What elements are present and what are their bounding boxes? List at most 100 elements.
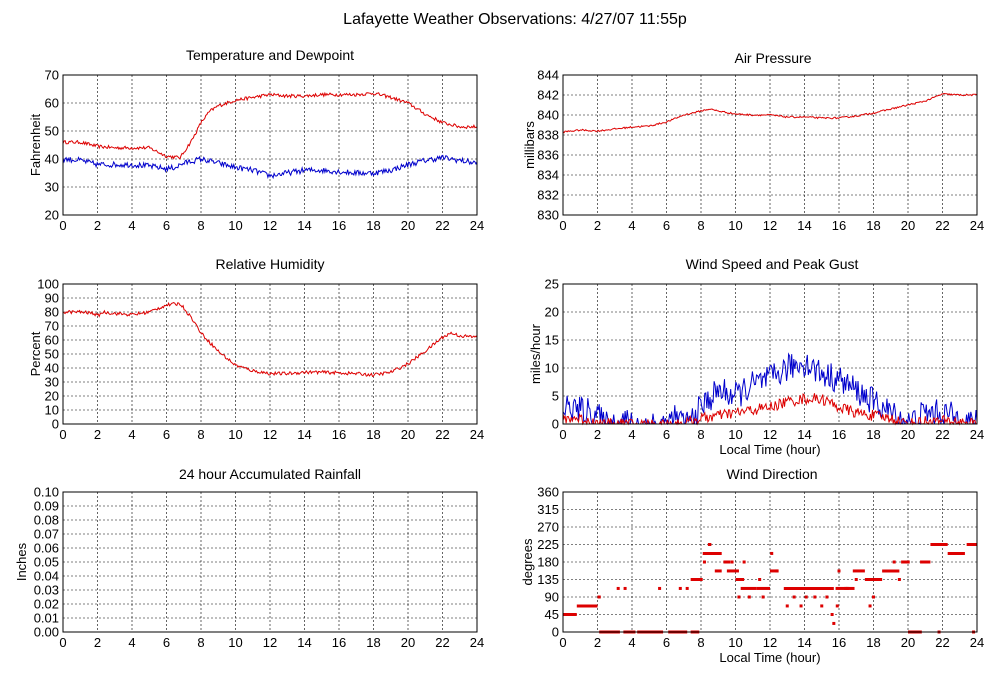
x-tick-label: 6 [163,218,170,233]
x-tick-label: 0 [559,427,566,442]
y-tick-label: 315 [537,502,559,517]
x-tick-label: 6 [663,427,670,442]
y-tick-label: 0.08 [34,513,59,528]
y-tick-label: 840 [537,108,559,123]
direction-point [775,569,779,573]
x-tick-label: 8 [197,218,204,233]
direction-point [846,586,850,590]
x-tick-label: 4 [628,218,635,233]
y-tick-label: 0.06 [34,541,59,556]
x-tick-label: 20 [401,427,415,442]
x-tick-label: 16 [332,427,346,442]
x-tick-label: 8 [697,635,704,650]
x-tick-label: 2 [594,427,601,442]
y-tick-label: 834 [537,168,559,183]
y-tick-label: 0.07 [34,527,59,542]
y-tick-label: 0.01 [34,611,59,626]
x-tick-label: 20 [401,218,415,233]
y-tick-label: 90 [45,291,59,306]
x-tick-label: 14 [797,218,811,233]
y-tick-label: 70 [45,319,59,334]
x-tick-label: 24 [970,427,984,442]
direction-point [730,560,734,564]
direction-point [616,586,620,590]
x-tick-label: 18 [866,635,880,650]
y-tick-label: 20 [545,305,559,320]
x-tick-label: 2 [594,635,601,650]
direction-point [837,569,841,573]
y-tick-label: 832 [537,188,559,203]
x-tick-label: 22 [435,635,449,650]
x-tick-label: 10 [228,635,242,650]
y-tick-label: 45 [545,607,559,622]
x-tick-label: 10 [728,635,742,650]
x-tick-label: 16 [332,218,346,233]
direction-point [702,560,706,564]
y-tick-label: 40 [45,361,59,376]
x-tick-label: 18 [866,427,880,442]
x-tick-label: 14 [297,427,311,442]
direction-point [877,578,881,581]
chart-title: Air Pressure [734,50,811,66]
x-tick-label: 16 [832,427,846,442]
x-tick-label: 4 [128,427,135,442]
y-tick-label: 836 [537,148,559,163]
y-tick-label: 0.09 [34,499,59,514]
direction-point [658,586,662,590]
x-tick-label: 4 [128,635,135,650]
series-line [562,352,978,426]
y-tick-label: 0.04 [34,569,59,584]
series-blue [562,352,978,426]
y-tick-label: 90 [545,590,559,605]
x-tick-label: 2 [94,218,101,233]
x-tick-label: 0 [559,218,566,233]
y-tick-label: 180 [537,555,559,570]
x-tick-label: 18 [366,427,380,442]
x-tick-label: 24 [470,427,484,442]
y-tick-label: 225 [537,537,559,552]
y-tick-label: 20 [45,389,59,404]
y-axis-label: millibars [522,121,537,169]
y-tick-label: 100 [37,277,59,292]
x-tick-label: 12 [763,218,777,233]
x-tick-label: 6 [163,427,170,442]
chart-title: Wind Speed and Peak Gust [686,256,859,272]
x-tick-label: 12 [263,427,277,442]
y-tick-label: 0.03 [34,583,59,598]
y-tick-label: 60 [45,333,59,348]
series-line [62,91,478,160]
x-tick-label: 14 [797,427,811,442]
y-tick-label: 0 [552,417,559,432]
x-tick-label: 2 [94,635,101,650]
y-axis-label: Percent [28,331,43,376]
x-tick-label: 6 [663,218,670,233]
direction-point [678,586,682,590]
x-tick-label: 2 [94,427,101,442]
x-tick-label: 24 [970,218,984,233]
series-line [62,301,478,378]
y-tick-label: 5 [552,389,559,404]
y-axis-label: miles/hour [528,323,543,384]
series-red [562,92,978,134]
x-tick-label: 22 [935,635,949,650]
plot-frame [62,283,478,425]
y-tick-label: 40 [45,152,59,167]
x-tick-label: 12 [763,635,777,650]
y-tick-label: 0 [552,625,559,640]
y-axis-label: degrees [520,538,535,585]
y-axis-label: Inches [14,542,29,581]
x-tick-label: 14 [297,635,311,650]
direction-point [597,595,601,599]
direction-point [872,595,875,599]
plot-frame [562,74,978,216]
x-tick-label: 16 [832,635,846,650]
x-tick-label: 18 [866,218,880,233]
plot-frame [562,491,978,633]
chart-title: Wind Direction [726,466,817,482]
y-tick-label: 360 [537,485,559,500]
direction-point [742,560,746,564]
direction-point [897,578,901,581]
